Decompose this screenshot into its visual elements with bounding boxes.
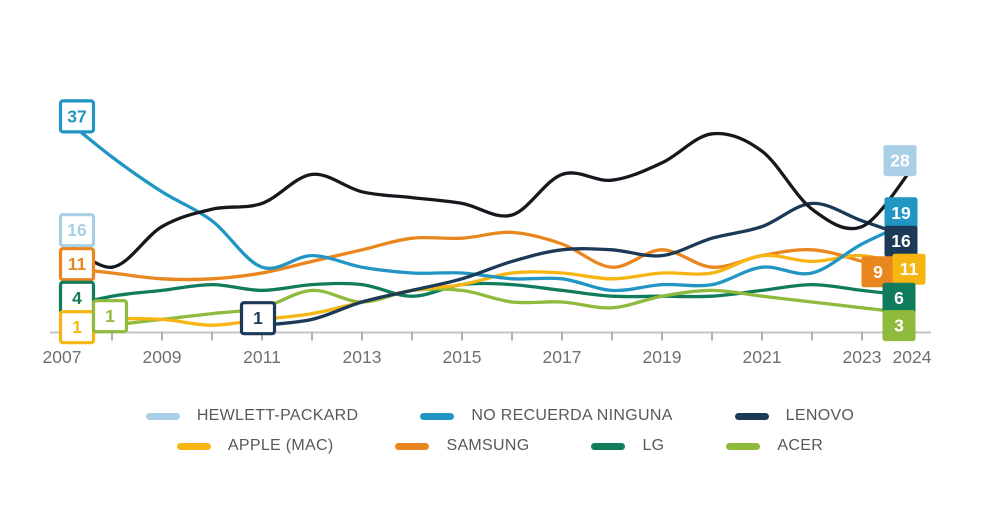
end-value-label-lenovo: 16 xyxy=(884,225,918,257)
start-value-label-samsung-box xyxy=(58,247,96,282)
series-line-hewlett-packard xyxy=(60,131,914,269)
start-value-label-no-recuerda-ninguna: 37 xyxy=(58,99,96,134)
legend-swatch-acer xyxy=(726,442,761,450)
legend-item-no-recuerda-ninguna: NO RECUERDA NINGUNA xyxy=(420,407,672,425)
end-value-label-no-recuerda-ninguna-text: 19 xyxy=(891,203,911,223)
start-value-label-samsung: 11 xyxy=(58,247,96,282)
start-value-label-lenovo-box xyxy=(239,301,277,336)
start-value-label-lenovo-text: 1 xyxy=(253,308,263,328)
x-axis-label-2011: 2011 xyxy=(243,347,281,367)
end-value-label-apple-mac-text: 11 xyxy=(900,259,919,279)
start-value-label-no-recuerda-ninguna-text: 37 xyxy=(67,106,86,126)
legend-label-apple-mac: APPLE (MAC) xyxy=(227,437,334,454)
end-value-label-samsung-text: 9 xyxy=(873,262,883,282)
start-value-label-hewlett-packard: 16 xyxy=(58,213,96,248)
end-value-label-acer: 3 xyxy=(882,310,916,342)
end-value-label-lg: 6 xyxy=(882,282,916,314)
start-value-label-lg: 4 xyxy=(58,280,96,315)
end-value-label-lenovo-box xyxy=(884,225,918,257)
series-line-lg xyxy=(60,281,914,310)
x-axis-label-2023: 2023 xyxy=(843,347,882,367)
legend-item-acer: ACER xyxy=(726,437,823,455)
start-value-label-hewlett-packard-text: 16 xyxy=(67,220,87,240)
line-chart: 2007 2009 2011 2013 2015 2017 2019 2021 2023 2024… xyxy=(43,99,932,367)
legend-swatch-lenovo xyxy=(734,412,769,420)
legend-label-no-recuerda-ninguna: NO RECUERDA NINGUNA xyxy=(471,407,673,424)
start-value-label-acer-text: 1 xyxy=(105,306,115,326)
start-value-label-no-recuerda-ninguna-box xyxy=(58,99,96,134)
chart-legend: HEWLETT-PACKARD NO RECUERDA NINGUNA LENOVO… xyxy=(0,407,1000,455)
legend-swatch-no-recuerda-ninguna xyxy=(420,412,455,420)
start-value-label-hewlett-packard-box xyxy=(58,213,96,248)
end-value-label-apple-mac-box xyxy=(892,253,926,285)
x-axis-label-2009: 2009 xyxy=(143,347,182,367)
end-value-label-lenovo-text: 16 xyxy=(891,231,911,251)
start-value-label-acer-box xyxy=(91,299,129,334)
end-value-label-lg-box xyxy=(882,282,916,314)
legend-item-hewlett-packard: HEWLETT-PACKARD xyxy=(145,407,359,425)
x-axis-label-2019: 2019 xyxy=(643,347,682,367)
legend-row-2: APPLE (MAC) SAMSUNG LG ACER xyxy=(0,437,1000,455)
legend-swatch-hewlett-packard xyxy=(145,412,180,420)
start-value-label-samsung-text: 11 xyxy=(68,254,87,274)
end-value-label-apple-mac: 11 xyxy=(892,253,926,285)
series-line-apple-mac xyxy=(60,253,914,327)
legend-swatch-samsung xyxy=(395,442,430,450)
x-axis-label-2007: 2007 xyxy=(43,347,82,367)
start-value-label-lenovo: 1 xyxy=(239,301,277,336)
x-axis-label-2024: 2024 xyxy=(893,347,932,367)
legend-item-lenovo: LENOVO xyxy=(734,407,855,425)
legend-item-apple-mac: APPLE (MAC) xyxy=(176,437,334,455)
legend-swatch-lg xyxy=(591,442,626,450)
end-value-label-hewlett-packard-text: 28 xyxy=(890,151,910,171)
x-axis-label-2021: 2021 xyxy=(743,347,782,367)
end-value-label-no-recuerda-ninguna-box xyxy=(884,197,918,229)
end-value-label-acer-text: 3 xyxy=(894,316,904,336)
start-value-label-lg-text: 4 xyxy=(72,288,82,308)
end-value-label-acer-box xyxy=(882,310,916,342)
legend-label-lenovo: LENOVO xyxy=(785,407,855,424)
legend-item-samsung: SAMSUNG xyxy=(395,437,529,455)
start-value-label-apple-mac-text: 1 xyxy=(72,317,82,337)
end-value-label-hewlett-packard: 28 xyxy=(883,145,917,177)
start-value-label-acer: 1 xyxy=(91,299,129,334)
legend-label-lg: LG xyxy=(642,437,665,454)
legend-swatch-apple-mac xyxy=(176,442,211,450)
legend-label-acer: ACER xyxy=(777,437,824,454)
end-value-label-samsung-box xyxy=(861,256,895,288)
x-axis-label-2013: 2013 xyxy=(343,347,382,367)
legend-label-samsung: SAMSUNG xyxy=(446,437,530,454)
end-value-label-hewlett-packard-box xyxy=(883,145,917,177)
end-value-label-samsung: 9 xyxy=(861,256,895,288)
end-value-label-no-recuerda-ninguna: 19 xyxy=(884,197,918,229)
series-line-acer xyxy=(110,287,914,327)
start-value-label-apple-mac: 1 xyxy=(58,310,96,345)
x-axis-label-2017: 2017 xyxy=(543,347,582,367)
series-line-no-recuerda-ninguna xyxy=(60,114,914,293)
x-axis-label-2015: 2015 xyxy=(443,347,482,367)
legend-item-lg: LG xyxy=(591,437,664,455)
legend-label-hewlett-packard: HEWLETT-PACKARD xyxy=(196,407,359,424)
legend-row-1: HEWLETT-PACKARD NO RECUERDA NINGUNA LENOVO xyxy=(0,407,1000,425)
end-value-label-lg-text: 6 xyxy=(894,288,904,308)
